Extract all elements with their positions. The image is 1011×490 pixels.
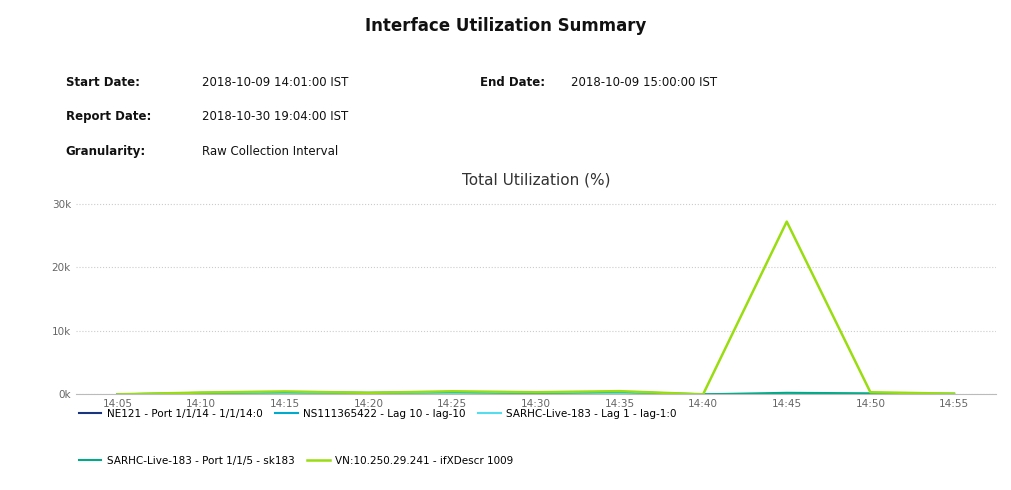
NE121 - Port 1/1/14 - 1/1/14:0 bbox=[614, 392, 626, 397]
Legend: SARHC-Live-183 - Port 1/1/5 - sk183, VN:10.250.29.241 - ifXDescr 1009: SARHC-Live-183 - Port 1/1/5 - sk183, VN:… bbox=[75, 452, 518, 470]
NE121 - Port 1/1/14 - 1/1/14:0 bbox=[530, 392, 542, 397]
Line: SARHC-Live-183 - Port 1/1/5 - sk183: SARHC-Live-183 - Port 1/1/5 - sk183 bbox=[117, 392, 954, 394]
NS111365422 - Lag 10 - lag-10 bbox=[279, 392, 291, 397]
SARHC-Live-183 - Lag 1 - lag-1:0 bbox=[363, 392, 375, 397]
Text: Raw Collection Interval: Raw Collection Interval bbox=[202, 145, 339, 158]
NE121 - Port 1/1/14 - 1/1/14:0 bbox=[363, 392, 375, 397]
Text: 2018-10-30 19:04:00 IST: 2018-10-30 19:04:00 IST bbox=[202, 110, 349, 123]
SARHC-Live-183 - Lag 1 - lag-1:0 bbox=[195, 392, 207, 397]
NS111365422 - Lag 10 - lag-10 bbox=[363, 392, 375, 397]
VN:10.250.29.241 - ifXDescr 1009 bbox=[279, 389, 291, 394]
SARHC-Live-183 - Lag 1 - lag-1:0 bbox=[530, 392, 542, 397]
VN:10.250.29.241 - ifXDescr 1009 bbox=[111, 392, 123, 397]
NE121 - Port 1/1/14 - 1/1/14:0 bbox=[780, 392, 793, 397]
SARHC-Live-183 - Port 1/1/5 - sk183 bbox=[363, 390, 375, 395]
VN:10.250.29.241 - ifXDescr 1009 bbox=[530, 389, 542, 395]
SARHC-Live-183 - Lag 1 - lag-1:0 bbox=[279, 391, 291, 397]
NS111365422 - Lag 10 - lag-10 bbox=[111, 392, 123, 397]
SARHC-Live-183 - Port 1/1/5 - sk183 bbox=[279, 389, 291, 395]
NS111365422 - Lag 10 - lag-10 bbox=[780, 392, 793, 397]
VN:10.250.29.241 - ifXDescr 1009 bbox=[948, 391, 960, 396]
SARHC-Live-183 - Port 1/1/5 - sk183 bbox=[446, 389, 458, 395]
VN:10.250.29.241 - ifXDescr 1009 bbox=[614, 388, 626, 394]
SARHC-Live-183 - Lag 1 - lag-1:0 bbox=[864, 392, 877, 397]
NE121 - Port 1/1/14 - 1/1/14:0 bbox=[697, 392, 709, 397]
Text: 2018-10-09 14:01:00 IST: 2018-10-09 14:01:00 IST bbox=[202, 76, 349, 89]
VN:10.250.29.241 - ifXDescr 1009 bbox=[864, 389, 877, 395]
VN:10.250.29.241 - ifXDescr 1009 bbox=[363, 390, 375, 396]
SARHC-Live-183 - Lag 1 - lag-1:0 bbox=[614, 391, 626, 397]
SARHC-Live-183 - Port 1/1/5 - sk183 bbox=[195, 390, 207, 396]
NS111365422 - Lag 10 - lag-10 bbox=[948, 392, 960, 397]
NS111365422 - Lag 10 - lag-10 bbox=[446, 392, 458, 397]
NS111365422 - Lag 10 - lag-10 bbox=[195, 392, 207, 397]
VN:10.250.29.241 - ifXDescr 1009 bbox=[697, 392, 709, 397]
NS111365422 - Lag 10 - lag-10 bbox=[614, 392, 626, 397]
Text: End Date:: End Date: bbox=[480, 76, 545, 89]
SARHC-Live-183 - Port 1/1/5 - sk183 bbox=[111, 392, 123, 397]
SARHC-Live-183 - Lag 1 - lag-1:0 bbox=[446, 391, 458, 397]
VN:10.250.29.241 - ifXDescr 1009 bbox=[195, 390, 207, 395]
Text: Interface Utilization Summary: Interface Utilization Summary bbox=[365, 17, 646, 35]
NE121 - Port 1/1/14 - 1/1/14:0 bbox=[195, 392, 207, 397]
NE121 - Port 1/1/14 - 1/1/14:0 bbox=[948, 392, 960, 397]
NE121 - Port 1/1/14 - 1/1/14:0 bbox=[111, 392, 123, 397]
Text: Report Date:: Report Date: bbox=[66, 110, 151, 123]
Line: VN:10.250.29.241 - ifXDescr 1009: VN:10.250.29.241 - ifXDescr 1009 bbox=[117, 221, 954, 394]
Text: Granularity:: Granularity: bbox=[66, 145, 146, 158]
NS111365422 - Lag 10 - lag-10 bbox=[697, 392, 709, 397]
VN:10.250.29.241 - ifXDescr 1009 bbox=[446, 389, 458, 394]
SARHC-Live-183 - Port 1/1/5 - sk183 bbox=[697, 392, 709, 397]
Text: 2018-10-09 15:00:00 IST: 2018-10-09 15:00:00 IST bbox=[571, 76, 718, 89]
SARHC-Live-183 - Port 1/1/5 - sk183 bbox=[614, 389, 626, 395]
SARHC-Live-183 - Port 1/1/5 - sk183 bbox=[948, 391, 960, 396]
SARHC-Live-183 - Lag 1 - lag-1:0 bbox=[697, 392, 709, 397]
SARHC-Live-183 - Lag 1 - lag-1:0 bbox=[111, 392, 123, 397]
SARHC-Live-183 - Lag 1 - lag-1:0 bbox=[948, 392, 960, 397]
NS111365422 - Lag 10 - lag-10 bbox=[530, 392, 542, 397]
SARHC-Live-183 - Port 1/1/5 - sk183 bbox=[530, 390, 542, 396]
Title: Total Utilization (%): Total Utilization (%) bbox=[462, 172, 610, 187]
NS111365422 - Lag 10 - lag-10 bbox=[864, 392, 877, 397]
NE121 - Port 1/1/14 - 1/1/14:0 bbox=[446, 392, 458, 397]
SARHC-Live-183 - Lag 1 - lag-1:0 bbox=[780, 392, 793, 397]
Text: Start Date:: Start Date: bbox=[66, 76, 140, 89]
VN:10.250.29.241 - ifXDescr 1009 bbox=[780, 219, 793, 224]
NE121 - Port 1/1/14 - 1/1/14:0 bbox=[279, 392, 291, 397]
SARHC-Live-183 - Port 1/1/5 - sk183 bbox=[864, 391, 877, 396]
NE121 - Port 1/1/14 - 1/1/14:0 bbox=[864, 392, 877, 397]
SARHC-Live-183 - Port 1/1/5 - sk183 bbox=[780, 390, 793, 396]
